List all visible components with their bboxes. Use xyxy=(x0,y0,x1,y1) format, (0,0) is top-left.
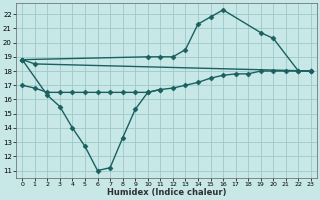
X-axis label: Humidex (Indice chaleur): Humidex (Indice chaleur) xyxy=(107,188,226,197)
